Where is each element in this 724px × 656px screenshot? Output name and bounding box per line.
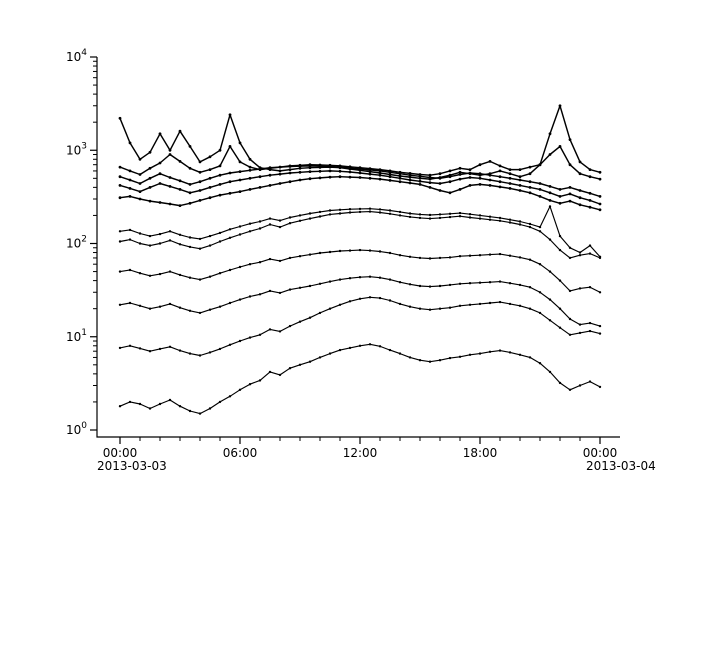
series-markers-series-08 [118,169,602,206]
series-markers-series-05 [118,210,602,260]
series-markers-series-02 [118,296,602,357]
y-axis-labels: 100 101 102 103 104 [66,48,87,437]
series-line-series-04 [119,249,601,293]
x-tick-label: 00:00 [103,446,138,460]
x-axis-labels: 00:00 06:00 12:00 18:00 00:00 [103,446,618,460]
series-markers-series-10 [118,145,602,181]
y-axis-ticks [90,56,97,431]
x-axis-start-date: 2013-03-03 [97,459,167,473]
y-tick-label: 102 [66,235,87,251]
axis-spines [96,57,620,438]
series-markers-series-11 [118,104,602,181]
x-tick-label: 00:00 [583,446,618,460]
series-markers-series-06 [118,205,602,258]
y-tick-label: 101 [66,328,87,344]
y-tick-label: 100 [66,421,87,437]
x-axis-end-date: 2013-03-04 [586,459,656,473]
x-axis-ticks [119,437,601,444]
data-series-group [118,104,602,415]
series-markers-series-01 [118,343,602,415]
x-tick-label: 12:00 [343,446,378,460]
y-tick-label: 103 [66,141,87,157]
series-line-series-01 [119,343,601,415]
x-tick-label: 18:00 [463,446,498,460]
y-tick-label: 104 [66,48,87,64]
series-line-series-03 [119,276,601,327]
series-markers-series-04 [118,248,602,294]
series-markers-series-07 [118,175,602,212]
series-markers-series-03 [118,275,602,328]
series-line-series-08 [119,170,601,205]
x-tick-label: 06:00 [223,446,258,460]
